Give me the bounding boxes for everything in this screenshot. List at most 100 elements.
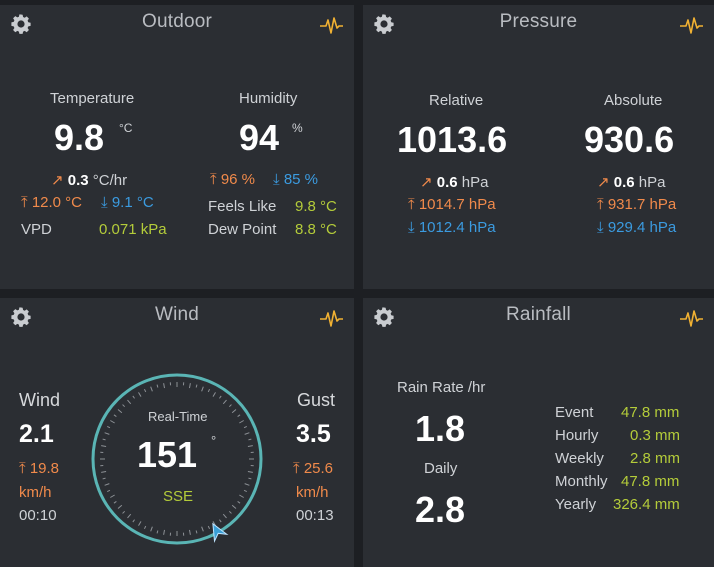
relative-trend-unit: hPa: [461, 174, 489, 191]
gust-max-value: 25.6: [303, 460, 334, 477]
dial-tick: [228, 404, 232, 408]
trend-up-icon: ↗: [597, 174, 610, 191]
daily-label: Daily: [424, 460, 458, 477]
humidity-label: Humidity: [239, 90, 298, 107]
wind-speed-time: 00:10: [19, 507, 57, 524]
dial-tick: [107, 489, 111, 492]
dial-tick: [104, 432, 110, 435]
wind-speed-value: 2.1: [19, 420, 54, 448]
temperature-trend-value: 0.3: [67, 172, 89, 189]
dial-tick: [247, 471, 253, 473]
dial-tick: [150, 386, 153, 392]
temperature-value: 9.8: [54, 117, 105, 158]
dial-tick: [144, 389, 147, 393]
feels-like-label: Feels Like: [208, 198, 277, 215]
temperature-low-value: 9.1 °C: [111, 194, 154, 211]
temperature-low: ⤓ 9.1 °C: [101, 194, 154, 211]
dial-tick: [189, 529, 191, 535]
dial-direction-value: 151: [137, 434, 198, 475]
wind-speed-unit: km/h: [19, 484, 52, 501]
dial-tick: [237, 414, 241, 417]
wind-title: Wind: [154, 304, 200, 325]
wind-speed-max: ⤒ 19.8: [19, 460, 59, 477]
relative-low: ⤓ 1012.4 hPa: [408, 219, 496, 236]
dial-tick: [231, 504, 237, 509]
absolute-low: ⤓ 929.4 hPa: [597, 219, 676, 236]
dial-tick: [228, 510, 232, 514]
trend-up-icon: ↗: [51, 172, 64, 189]
dial-tick: [110, 420, 115, 424]
dial-tick: [117, 504, 123, 509]
rain-rate-value: 1.8: [415, 408, 466, 449]
rain-stat-label: Yearly: [555, 496, 597, 513]
dial-ring: [91, 373, 263, 545]
high-arrow-icon: ⤒: [19, 460, 26, 477]
humidity-value: 94: [239, 117, 280, 158]
dial-tick: [107, 426, 111, 429]
dial-tick: [113, 414, 117, 417]
rain-stat-value: 0.3 mm: [630, 427, 681, 444]
gust-value: 3.5: [296, 420, 331, 448]
dial-tick: [222, 399, 227, 405]
rain-stat-value: 47.8 mm: [621, 404, 680, 421]
humidity-low-value: 85 %: [283, 171, 319, 188]
dial-tick: [248, 438, 252, 441]
dial-direction-name: SSE: [163, 488, 194, 505]
temperature-unit: °C: [119, 121, 133, 135]
dial-ticks: [100, 382, 254, 536]
dial-tick: [150, 526, 153, 532]
rain-stat-label: Event: [555, 404, 594, 421]
temperature-trend: ↗ 0.3 °C/hr: [51, 171, 127, 189]
relative-high-value: 1014.7 hPa: [418, 196, 496, 213]
dial-tick: [243, 426, 247, 429]
rainfall-panel: Rainfall Rain Rate /hr 1.8 Daily 2.8 Eve…: [363, 298, 714, 567]
humidity-low: ⤓ 85 %: [273, 171, 318, 188]
dial-tick: [102, 477, 106, 480]
gust-time: 00:13: [296, 507, 334, 524]
wind-speed-max-value: 19.8: [29, 460, 60, 477]
outdoor-title: Outdoor: [141, 11, 213, 32]
dial-tick: [156, 530, 159, 534]
gust-max: ⤒ 25.6: [293, 460, 333, 477]
dial-tick: [237, 501, 241, 504]
pulse-icon[interactable]: [679, 16, 705, 34]
gust-unit: km/h: [296, 484, 329, 501]
dial-tick: [201, 526, 204, 532]
absolute-trend: ↗ 0.6 hPa: [597, 173, 665, 191]
wind-dial: [91, 373, 263, 545]
dial-tick: [156, 384, 159, 388]
absolute-trend-value: 0.6: [613, 174, 635, 191]
dial-tick: [244, 483, 250, 486]
vpd-label: VPD: [21, 221, 52, 238]
pulse-icon[interactable]: [319, 309, 345, 327]
temperature-high-value: 12.0 °C: [31, 194, 83, 211]
humidity-unit: %: [292, 121, 303, 135]
dial-tick: [122, 404, 126, 408]
pulse-icon[interactable]: [319, 16, 345, 34]
dial-tick: [101, 445, 107, 447]
feels-like-value: 9.8 °C: [295, 198, 337, 215]
relative-high: ⤒ 1014.7 hPa: [408, 196, 496, 213]
dial-tick: [212, 392, 216, 397]
dial-tick: [219, 519, 222, 523]
absolute-low-value: 929.4 hPa: [607, 219, 677, 236]
high-arrow-icon: ⤒: [210, 171, 217, 188]
dial-tick: [132, 395, 135, 399]
dial-tick: [163, 529, 165, 535]
pressure-title: Pressure: [499, 11, 578, 32]
dial-tick: [127, 513, 132, 519]
dial-tick: [201, 386, 204, 392]
wind-speed-label: Wind: [19, 390, 61, 410]
dial-label: Real-Time: [148, 409, 208, 424]
rain-stat-label: Weekly: [555, 450, 604, 467]
rain-stat-value: 2.8 mm: [630, 450, 681, 467]
dial-tick: [189, 383, 191, 389]
dial-tick: [195, 530, 198, 534]
dew-point-label: Dew Point: [208, 221, 277, 238]
relative-low-value: 1012.4 hPa: [418, 219, 496, 236]
dial-tick: [239, 494, 244, 498]
dial-tick: [222, 513, 227, 519]
relative-trend: ↗ 0.6 hPa: [420, 173, 488, 191]
dial-tick: [138, 392, 142, 397]
pulse-icon[interactable]: [679, 309, 705, 327]
